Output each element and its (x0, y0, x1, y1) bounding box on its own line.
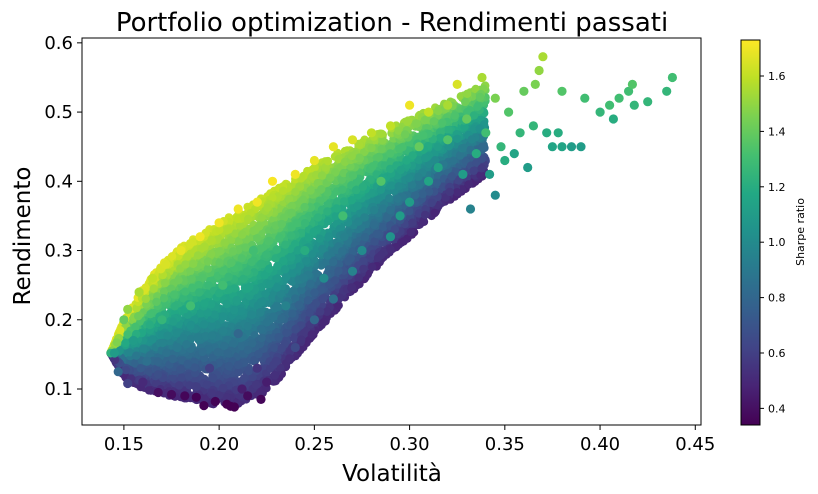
cloud-point (177, 373, 186, 382)
cloud-point (227, 235, 236, 244)
scatter-cloud (106, 81, 490, 410)
cloud-point (308, 249, 317, 258)
cloud-point (339, 277, 348, 287)
cloud-point (145, 367, 154, 376)
cloud-point (310, 163, 319, 172)
cloud-point (159, 287, 169, 296)
cloud-point (323, 199, 332, 209)
cloud-point (290, 287, 299, 297)
cloud-point (471, 84, 480, 94)
cloud-point (219, 312, 228, 321)
chart-title: Portfolio optimization - Rendimenti pass… (116, 8, 668, 38)
cloud-point (186, 239, 195, 249)
cloud-point (322, 257, 331, 267)
